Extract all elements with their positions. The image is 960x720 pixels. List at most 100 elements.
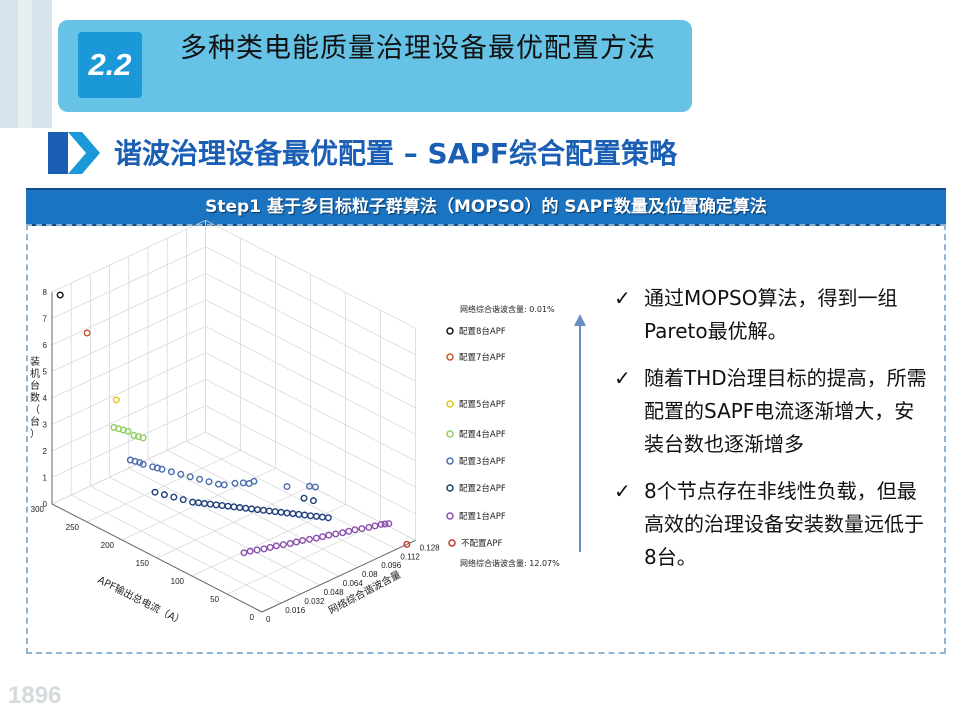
annotation-bottom: 网络综合谐波含量: 12.07%: [460, 558, 560, 568]
page-title: 多种类电能质量治理设备最优配置方法: [180, 33, 656, 64]
check-icon: ✓: [614, 366, 631, 390]
legend-marker: [446, 327, 454, 335]
legend-label: 配置3台APF: [459, 456, 506, 467]
scatter-point: [307, 512, 315, 520]
scatter-point: [345, 527, 353, 535]
scatter-point: [112, 396, 120, 404]
scatter-point: [277, 508, 285, 516]
footer-year-watermark: 1896: [8, 682, 62, 709]
scatter-point: [170, 493, 178, 501]
legend-marker: [446, 484, 454, 492]
content-frame: [26, 224, 946, 654]
scatter-point: [319, 533, 327, 541]
scatter-point: [218, 502, 226, 510]
floor-gridline: [167, 449, 378, 559]
legend-marker: [446, 353, 454, 361]
legend-marker: [446, 457, 454, 465]
y-tick-label: 0: [266, 615, 271, 624]
scatter-point: [224, 502, 232, 510]
legend-label: 不配置APF: [461, 539, 502, 549]
z-tick-label: 1: [43, 474, 48, 483]
z-tick-label: 3: [43, 421, 48, 430]
x-tick-label: 100: [171, 577, 185, 586]
header-panel: [58, 20, 692, 112]
scatter-point: [381, 520, 389, 528]
scatter-point: [124, 427, 132, 435]
wall-gridline: [51, 325, 206, 399]
scatter-point: [248, 505, 256, 513]
wall-gridline: [51, 246, 206, 319]
y-axis-line: [261, 539, 416, 613]
scatter-point: [339, 529, 347, 537]
scatter-point: [205, 478, 213, 486]
scatter-point: [196, 475, 204, 483]
section-subtitle: 谐波治理设备最优配置 – SAPF综合配置策略: [114, 137, 677, 170]
legend-marker: [448, 539, 456, 547]
y-tick-label: 0.112: [400, 552, 420, 561]
scatter-point: [253, 546, 261, 554]
wall-gridline: [51, 405, 206, 478]
scatter-point: [206, 500, 214, 508]
z-tick-label: 2: [43, 447, 48, 456]
bullet-item: ✓ 8个节点存在非线性负载，但最高效的治理设备安装数量远低于8台。: [614, 475, 934, 574]
scatter-point: [253, 506, 261, 514]
scatter-point: [272, 542, 280, 550]
step-banner: Step1 基于多目标粒子群算法（MOPSO）的 SAPF数量及位置确定算法: [26, 188, 946, 226]
y-tick-label: 0.096: [381, 561, 402, 570]
floor-gridline: [147, 458, 359, 568]
wall-gridline: [205, 405, 416, 515]
check-icon: ✓: [614, 286, 631, 310]
wall-gridline: [51, 272, 206, 346]
x-tick-label: 0: [250, 613, 255, 622]
z-tick-label: 4: [43, 394, 48, 403]
scatter-point: [332, 530, 340, 538]
scatter-point: [306, 535, 314, 543]
floor-gridline: [128, 467, 339, 577]
scatter-point: [220, 481, 228, 489]
legend-label: 配置5台APF: [459, 399, 506, 410]
chevron-right-icon: [48, 132, 100, 174]
floor-gridline: [109, 476, 320, 586]
legend-marker: [446, 512, 454, 520]
bullet-text: 通过MOPSO算法，得到一组Pareto最优解。: [644, 286, 898, 343]
left-accent-stripe: [18, 0, 32, 128]
scatter-point: [279, 541, 287, 549]
floor-gridline: [90, 485, 301, 595]
scatter-point: [158, 465, 166, 473]
scatter-point: [231, 479, 239, 487]
scatter-point: [371, 522, 379, 530]
scatter-point: [260, 545, 268, 553]
wall-gridline: [205, 272, 416, 382]
scatter-point: [311, 483, 319, 491]
x-tick-label: 200: [101, 541, 115, 550]
scatter-point: [214, 480, 222, 488]
y-tick-label: 0.128: [420, 543, 441, 552]
scatter-point: [312, 534, 320, 542]
scatter-point: [299, 536, 307, 544]
scatter-point: [265, 507, 273, 515]
scatter-point: [83, 329, 91, 337]
bullet-item: ✓ 随着THD治理目标的提高，所需配置的SAPF电流逐渐增大，安装台数也逐渐增多: [614, 362, 934, 461]
wall-gridline: [205, 378, 416, 488]
scatter-point: [306, 482, 314, 490]
wall-gridline: [51, 352, 206, 425]
wall-gridline: [205, 325, 416, 435]
scatter-point: [365, 523, 373, 531]
y-tick-label: 0.048: [324, 588, 345, 597]
wall-gridline: [51, 431, 206, 505]
x-tick-label: 250: [66, 523, 80, 532]
legend-marker: [446, 400, 454, 408]
scatter-point: [325, 531, 333, 539]
scatter-point: [167, 468, 175, 476]
scatter-point: [351, 526, 359, 534]
legend-marker: [446, 430, 454, 438]
wall-gridline: [51, 378, 206, 452]
scatter-point: [212, 501, 220, 509]
scatter-point: [309, 497, 317, 505]
z-tick-label: 0: [43, 500, 48, 509]
scatter-point: [186, 473, 194, 481]
scatter-point: [271, 508, 279, 516]
annotation-top: 网络综合谐波含量: 0.01%: [460, 304, 555, 314]
floor-gridline: [71, 494, 282, 604]
bullet-text: 8个节点存在非线性负载，但最高效的治理设备安装数量远低于8台。: [644, 479, 924, 569]
